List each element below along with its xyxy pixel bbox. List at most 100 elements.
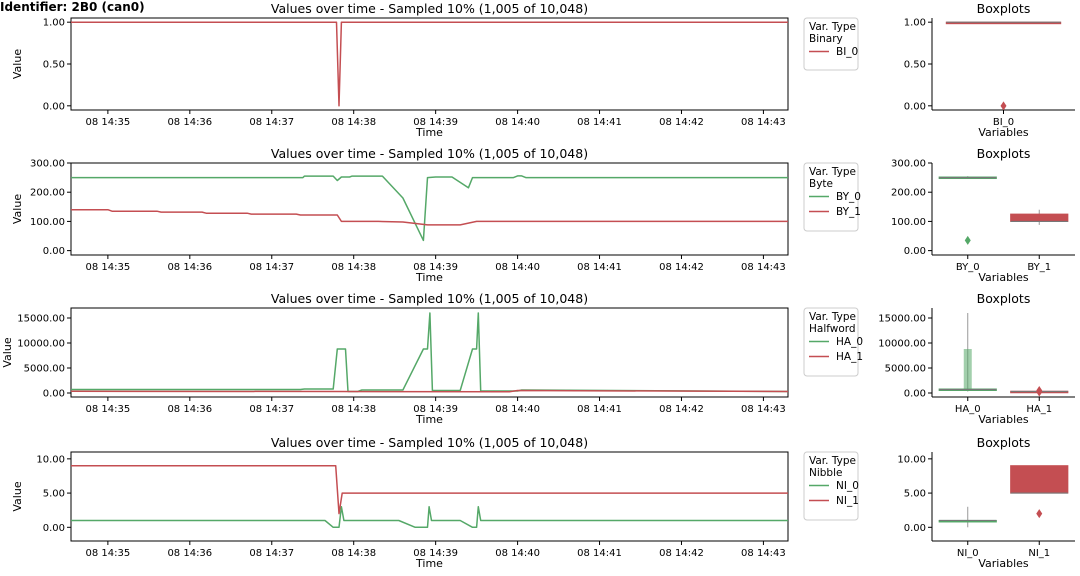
x-tick-label: 08 14:39 (413, 548, 458, 559)
chart-panel-1: Values over time - Sampled 10% (1,005 of… (11, 1, 1075, 139)
series-line-ha-1 (70, 389, 789, 393)
legend-entry: NI_0 (836, 480, 859, 492)
legend-title: Var. Type (809, 166, 856, 178)
boxplot-x-tick-label: NI_1 (1028, 548, 1050, 559)
boxplot-range-bar (963, 349, 972, 389)
x-tick-label: 08 14:41 (577, 404, 622, 415)
x-tick-label: 08 14:35 (86, 548, 131, 559)
x-tick-label: 08 14:39 (413, 117, 458, 128)
chart-title: Values over time - Sampled 10% (1,005 of… (271, 435, 588, 450)
legend-title: Var. Type (809, 21, 856, 33)
legend-entry: BY_0 (836, 191, 861, 203)
series-line-ha-0 (71, 312, 789, 393)
boxplot-y-tick-label: 10.00 (897, 454, 926, 465)
x-tick-label: 08 14:39 (413, 404, 458, 415)
legend-entry: NI_1 (836, 495, 859, 507)
boxplot-y-tick-label: 5000.00 (885, 364, 926, 375)
y-axis-label: Value (11, 194, 24, 224)
chart-panel-3: Values over time - Sampled 10% (1,005 of… (1, 291, 1075, 426)
boxplot-y-tick-label: 5.00 (904, 489, 926, 500)
boxplot-ni-0 (938, 506, 997, 528)
boxplot-x-tick-label: BI_0 (993, 117, 1014, 128)
y-tick-label: 0.50 (43, 60, 65, 71)
x-tick-label: 08 14:37 (249, 117, 294, 128)
legend-box (803, 307, 859, 377)
legend-title: Var. Type (809, 311, 856, 323)
legend-entry: HA_0 (836, 336, 863, 348)
boxplot-title: Boxplots (977, 1, 1031, 16)
y-tick-label: 5000.00 (24, 364, 65, 375)
x-tick-label: 08 14:36 (167, 117, 212, 128)
chart-panel-2: Values over time - Sampled 10% (1,005 of… (11, 146, 1075, 284)
boxplot-outlier (1036, 509, 1043, 519)
legend-subtitle: Halfword (809, 323, 856, 335)
boxplot-y-tick-label: 0.00 (904, 246, 926, 257)
x-tick-label: 08 14:37 (249, 404, 294, 415)
y-axis-label: Value (11, 49, 24, 79)
legend-box (803, 162, 859, 232)
boxplot-y-tick-label: 300.00 (891, 159, 926, 170)
boxplot-title: Boxplots (977, 435, 1031, 450)
y-tick-label: 1.00 (43, 18, 65, 29)
legend-entry: BI_0 (836, 46, 858, 58)
boxplot-x-tick-label: NI_0 (957, 548, 979, 559)
x-tick-label: 08 14:36 (167, 262, 212, 273)
x-tick-label: 08 14:43 (741, 262, 786, 273)
legend-subtitle: Nibble (809, 467, 842, 479)
plot-frame (70, 451, 789, 542)
x-axis-label: Time (415, 413, 443, 426)
x-tick-label: 08 14:42 (659, 548, 704, 559)
legend-subtitle: Binary (809, 33, 843, 45)
y-tick-label: 5.00 (43, 489, 65, 500)
x-tick-label: 08 14:43 (741, 117, 786, 128)
boxplot-y-tick-label: 10000.00 (878, 339, 926, 350)
x-tick-label: 08 14:38 (331, 262, 376, 273)
x-tick-label: 08 14:42 (659, 117, 704, 128)
legend-subtitle: Byte (809, 178, 833, 190)
boxplot-x-tick-label: BY_0 (956, 262, 980, 273)
boxplot-box (1010, 213, 1069, 222)
x-tick-label: 08 14:41 (577, 117, 622, 128)
boxplot-x-axis-label: Variables (978, 271, 1029, 284)
x-tick-label: 08 14:37 (249, 262, 294, 273)
y-tick-label: 0.00 (43, 389, 65, 400)
y-tick-label: 0.00 (43, 523, 65, 534)
boxplot-y-tick-label: 0.00 (904, 523, 926, 534)
boxplot-ha-1 (1010, 386, 1069, 397)
x-tick-label: 08 14:40 (495, 262, 540, 273)
boxplot-by-1 (1010, 209, 1069, 225)
boxplot-outlier (1000, 101, 1007, 111)
x-tick-label: 08 14:40 (495, 404, 540, 415)
boxplot-y-tick-label: 0.00 (904, 389, 926, 400)
x-tick-label: 08 14:42 (659, 404, 704, 415)
x-tick-label: 08 14:42 (659, 262, 704, 273)
y-tick-label: 300.00 (30, 159, 65, 170)
x-tick-label: 08 14:40 (495, 548, 540, 559)
boxplot-x-axis-label: Variables (978, 126, 1029, 139)
x-tick-label: 08 14:40 (495, 117, 540, 128)
boxplot-box (1010, 465, 1069, 494)
x-tick-label: 08 14:43 (741, 548, 786, 559)
boxplot-y-tick-label: 1.00 (904, 18, 926, 29)
y-tick-label: 200.00 (30, 188, 65, 199)
x-tick-label: 08 14:43 (741, 404, 786, 415)
boxplot-x-tick-label: HA_1 (1026, 404, 1052, 415)
chart-title: Values over time - Sampled 10% (1,005 of… (271, 1, 588, 16)
boxplot-outlier (1036, 386, 1043, 395)
boxplot-y-tick-label: 100.00 (891, 217, 926, 228)
boxplot-x-axis-label: Variables (978, 413, 1029, 426)
legend-box (803, 451, 859, 521)
boxplot-y-tick-label: 0.00 (904, 101, 926, 112)
series-line-by-0 (71, 175, 788, 242)
x-tick-label: 08 14:38 (331, 117, 376, 128)
legend-box (803, 17, 859, 71)
x-tick-label: 08 14:35 (86, 117, 131, 128)
x-tick-label: 08 14:36 (167, 548, 212, 559)
x-tick-label: 08 14:35 (86, 262, 131, 273)
x-tick-label: 08 14:41 (577, 548, 622, 559)
series-line-bi-0 (71, 21, 788, 107)
boxplot-ha-0 (938, 313, 997, 392)
y-tick-label: 0.00 (43, 101, 65, 112)
x-tick-label: 08 14:38 (331, 548, 376, 559)
